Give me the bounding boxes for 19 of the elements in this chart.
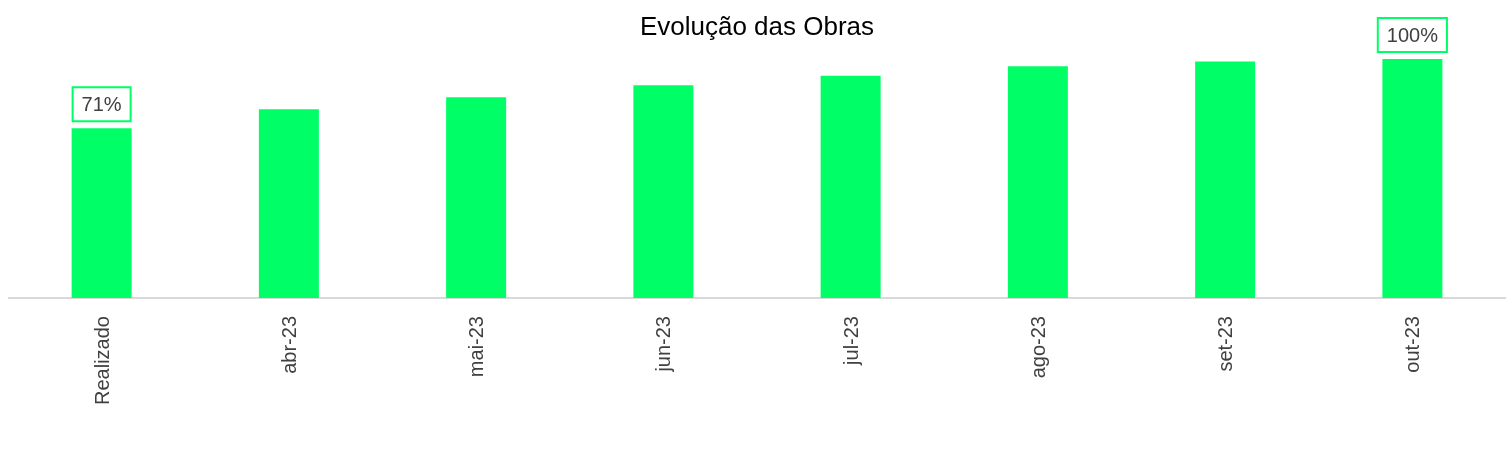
bar: [258, 109, 319, 298]
x-tick-label: out-23: [1401, 316, 1424, 373]
x-tick-label: jul-23: [839, 316, 862, 366]
bar: [633, 85, 694, 298]
x-tick-label: abr-23: [277, 316, 300, 374]
bar: [1007, 66, 1068, 298]
bar: [1195, 61, 1256, 298]
data-label: 71%: [81, 93, 122, 116]
data-label: 100%: [1386, 24, 1439, 46]
x-tick-label: set-23: [1214, 316, 1237, 372]
x-tick-label: ago-23: [1026, 316, 1049, 379]
bar: [446, 97, 507, 298]
x-tick-label: jun-23: [652, 316, 675, 373]
bar: [71, 128, 132, 298]
x-tick-label: mai-23: [465, 316, 488, 378]
x-tick-label: Realizado: [90, 316, 113, 405]
bar: [1382, 59, 1443, 298]
chart-title: Evolução das Obras: [639, 11, 875, 41]
bar: [820, 75, 881, 298]
